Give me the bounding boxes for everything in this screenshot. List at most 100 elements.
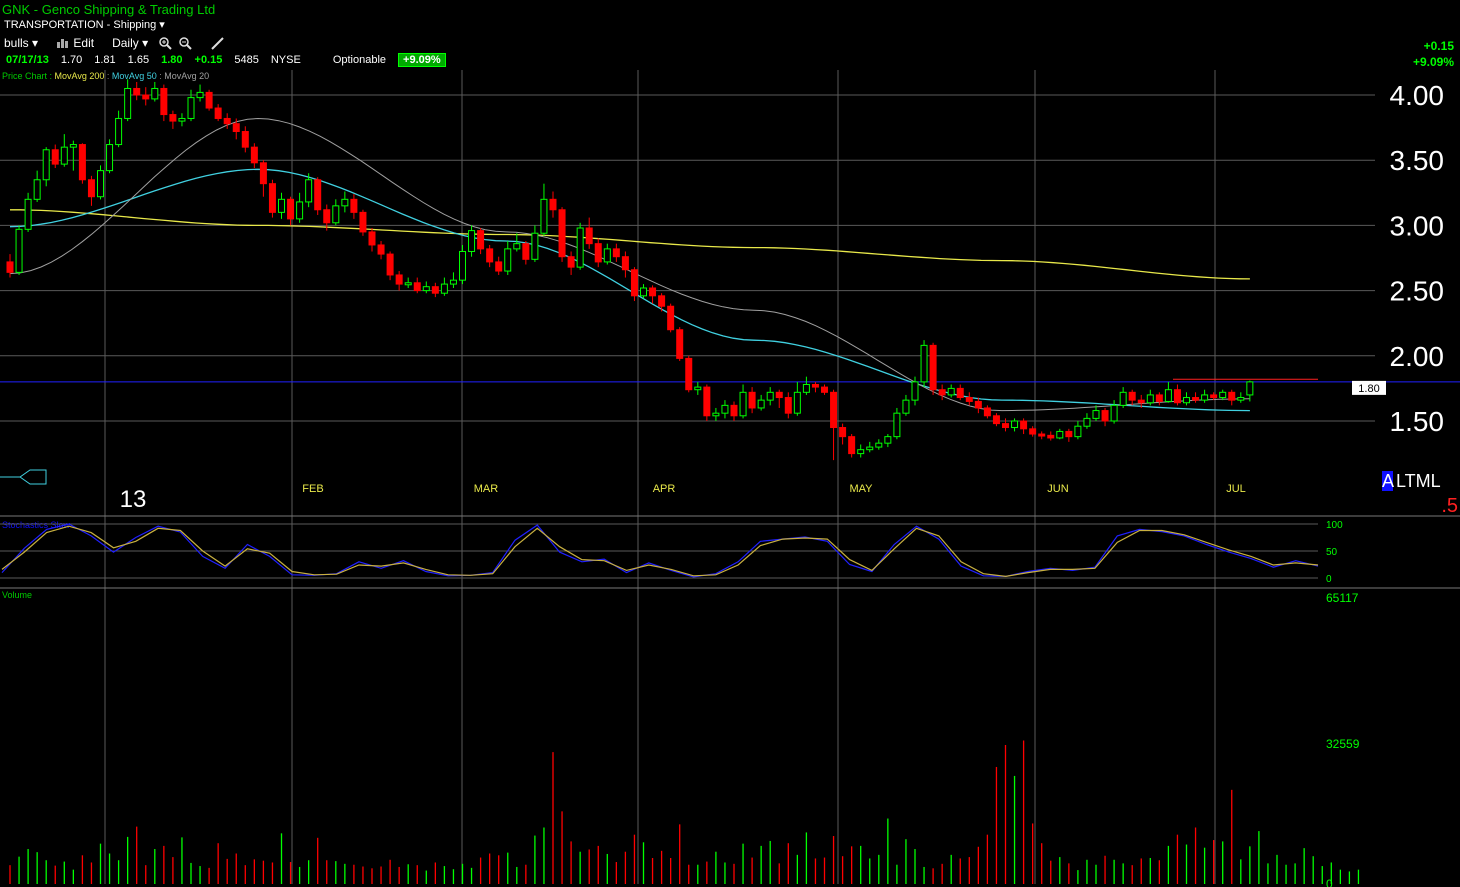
quote-low: 1.65 (127, 54, 150, 66)
candle-body (612, 248, 620, 258)
period-dropdown[interactable]: Daily ▾ (112, 36, 148, 50)
candle-body (187, 97, 195, 119)
candle-body (884, 436, 892, 444)
quote-date: 07/17/13 (6, 54, 49, 66)
candle-body (938, 389, 946, 396)
stoch-y-tick-1: 50 (1326, 547, 1338, 558)
candle-body (730, 404, 738, 417)
candle-body (830, 391, 838, 429)
price-y-tick-0: 4.00 (1390, 80, 1445, 111)
candle-body (468, 230, 476, 252)
candle-body (748, 391, 756, 409)
candle-body (395, 274, 403, 285)
altml-rest: LTML (1396, 471, 1441, 491)
candle-body (775, 391, 783, 399)
quote-last: 1.80 (161, 54, 183, 66)
candle-body (78, 144, 86, 181)
current-price-tag-box (1352, 380, 1386, 395)
candle-body (33, 179, 41, 200)
candle-body (259, 162, 267, 185)
candle-body (1065, 430, 1073, 438)
candle-body (1128, 391, 1136, 401)
legend-ma20: MovAvg 20 (164, 71, 210, 81)
optionable-label: Optionable (332, 54, 387, 66)
candle-body (911, 381, 919, 401)
candle-body (721, 404, 729, 414)
candle-body (440, 283, 448, 294)
volume-y-tick-2: 0 (1326, 877, 1333, 887)
candle-body (956, 387, 964, 399)
zoom-in-icon[interactable] (158, 36, 172, 50)
candle-body (323, 209, 331, 224)
candle-body (268, 183, 276, 213)
candle-body (278, 198, 285, 213)
candle-body (848, 436, 856, 455)
candle-body (866, 446, 874, 451)
candle-body (1246, 381, 1254, 396)
watchlist-label: bulls (4, 36, 29, 50)
altml-a: A (1382, 471, 1394, 491)
candle-body (87, 179, 95, 198)
candle-body (223, 117, 231, 125)
candle-body (1029, 428, 1037, 435)
candle-body (404, 282, 412, 286)
candle-body (567, 256, 575, 268)
candle-body (576, 227, 584, 268)
candle-body (15, 228, 23, 273)
candle-body (69, 144, 77, 148)
stoch-line-1 (1, 525, 1319, 578)
candle-body (1038, 433, 1046, 437)
candle-body (649, 287, 657, 297)
candle-body (205, 91, 213, 109)
candle-body (811, 383, 819, 388)
quote-open: 1.70 (60, 54, 83, 66)
candle-body (640, 287, 647, 297)
candle-body (504, 248, 512, 272)
volume-label: Volume (2, 590, 32, 600)
candle-body (603, 248, 611, 263)
candle-body (1119, 391, 1127, 406)
corner-pct: +9.09% (1412, 55, 1454, 69)
candle-body (1210, 394, 1218, 399)
chevron-down-icon: ▾ (159, 19, 165, 31)
candle-body (1110, 404, 1118, 422)
stoch-line-0 (1, 523, 1319, 578)
candle-body (232, 123, 240, 133)
edit-label: Edit (73, 36, 95, 50)
candle-body (1101, 410, 1109, 422)
candle-body (558, 209, 566, 258)
candle-body (1002, 423, 1009, 429)
price-y-tick-4: 2.00 (1390, 341, 1445, 372)
candle-body (522, 243, 530, 260)
candle-body (1092, 410, 1100, 419)
candle-body (495, 261, 503, 272)
candle-body (594, 243, 602, 263)
candle-body (902, 399, 910, 414)
altml-highlight (1382, 471, 1393, 491)
candle-body (630, 269, 638, 297)
candle-body (1056, 430, 1064, 439)
moving-average-line-0 (10, 209, 1250, 280)
candle-body (857, 449, 865, 455)
candle-body (974, 400, 982, 409)
candle-body (1020, 420, 1028, 430)
candle-body (1011, 420, 1019, 429)
legend-sep: : (47, 71, 55, 81)
edit-button[interactable]: Edit (56, 36, 94, 50)
candle-body (350, 198, 358, 213)
chevron-down-icon: ▾ (142, 36, 149, 50)
x-tick-label-0: 13 (120, 486, 147, 513)
candle-body (531, 232, 539, 260)
candle-body (821, 386, 828, 393)
candle-body (685, 357, 693, 391)
draw-pen-icon[interactable] (210, 36, 226, 50)
watchlist-dropdown[interactable]: bulls ▾ (4, 36, 38, 50)
candle-body (24, 198, 32, 230)
x-tick-label-1: FEB (302, 483, 323, 495)
candle-body (368, 231, 376, 246)
zoom-out-icon[interactable] (178, 36, 192, 50)
x-tick-label-3: APR (653, 483, 676, 495)
stoch-y-tick-0: 100 (1326, 520, 1343, 531)
candle-body (1183, 397, 1190, 404)
sector-dropdown[interactable]: TRANSPORTATION - Shipping ▾ (4, 18, 165, 31)
